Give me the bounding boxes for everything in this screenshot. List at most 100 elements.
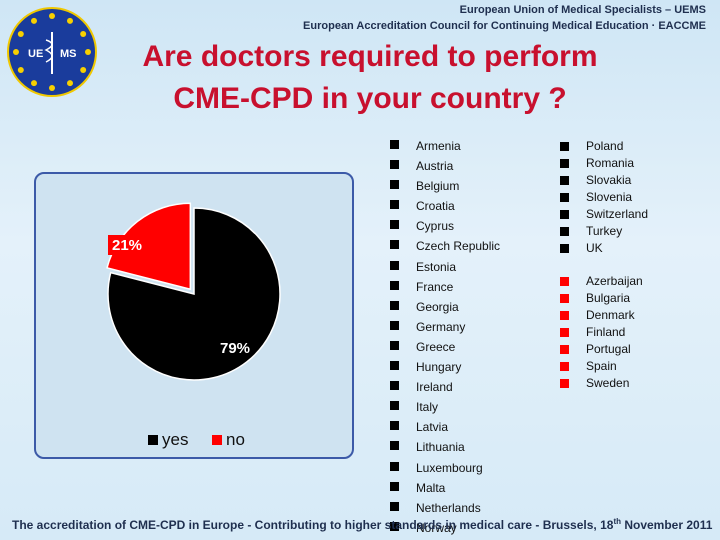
yes-bullet-icon (390, 361, 399, 371)
yes-bullet-icon (390, 421, 399, 431)
yes-bullet-icon (390, 160, 399, 170)
yes-country-name: Switzerland (586, 207, 649, 221)
logo-star-icon (17, 67, 24, 73)
yes-country-name: Slovakia (586, 173, 632, 187)
yes-country: Belgium (390, 176, 500, 196)
yes-country: Estonia (390, 257, 500, 277)
org-name: European Union of Medical Specialists – … (459, 4, 706, 16)
yes-bullet-icon (390, 481, 399, 491)
legend-label-no: no (226, 430, 245, 449)
yes-country: Czech Republic (390, 236, 500, 256)
yes-bullet-icon (390, 340, 399, 350)
yes-country-name: Belgium (416, 179, 460, 194)
yes-country: Ireland (390, 377, 500, 397)
yes-country-name: Czech Republic (416, 239, 501, 254)
no-bullet-icon (560, 277, 569, 286)
yes-bullet-icon (560, 193, 569, 202)
yes-country-name: Romania (586, 156, 635, 170)
council-name: European Accreditation Council for Conti… (303, 20, 706, 32)
yes-bullet-icon (390, 220, 399, 230)
yes-country-name: Austria (416, 159, 454, 174)
yes-bullet-icon (390, 200, 399, 210)
yes-bullet-icon (560, 142, 569, 151)
yes-bullet-icon (390, 140, 399, 149)
logo-star-icon (67, 17, 73, 24)
no-country-name: Azerbaijan (586, 274, 643, 288)
yes-country: Lithuania (390, 437, 500, 457)
logo-star-icon (80, 31, 87, 37)
logo-star-icon (49, 85, 55, 91)
yes-bullet-icon (560, 210, 569, 219)
logo-text-right: MS (60, 48, 77, 60)
yes-country-name: Slovenia (586, 190, 633, 204)
yes-bullet-icon (390, 320, 399, 330)
yes-bullet-icon (390, 240, 399, 250)
no-bullet-icon (560, 362, 569, 371)
yes-country: Luxembourg (390, 458, 500, 478)
yes-country: Malta (390, 478, 500, 498)
yes-countries-list-1: Armenia Austria Belgium Croatia Cyprus Czech … (390, 136, 500, 538)
yes-country-name: Lithuania (416, 440, 465, 455)
yes-country: Germany (390, 317, 500, 337)
yes-country-name: Germany (416, 319, 466, 334)
yes-bullet-icon (390, 401, 399, 411)
logo-star-icon (80, 67, 87, 73)
logo-star-icon (85, 49, 91, 55)
no-country-name: Spain (586, 359, 617, 373)
no-country: Portugal (560, 341, 643, 358)
yes-bullet-icon (390, 280, 399, 290)
no-country: Azerbaijan (560, 273, 643, 290)
legend-swatch-yes (148, 435, 158, 445)
no-bullet-icon (560, 328, 569, 337)
yes-bullet-icon (390, 260, 399, 270)
yes-country: Turkey (560, 223, 648, 240)
yes-country-name: Norway (416, 520, 457, 535)
yes-country-name: Turkey (586, 224, 623, 238)
slide-title-line2: CME-CPD in your country ? (173, 82, 567, 115)
yes-country-name: Hungary (416, 360, 462, 375)
yes-country: Armenia (390, 136, 500, 156)
yes-bullet-icon (390, 461, 399, 471)
legend-label-yes: yes (162, 430, 189, 449)
no-country-name: Denmark (586, 308, 635, 322)
yes-country: Romania (560, 155, 648, 172)
yes-country: Greece (390, 337, 500, 357)
yes-bullet-icon (390, 180, 399, 190)
yes-country: Slovakia (560, 172, 648, 189)
yes-country-name: Luxembourg (416, 460, 483, 475)
yes-country: Cyprus (390, 216, 500, 236)
yes-country-name: Greece (416, 339, 456, 354)
no-country: Denmark (560, 307, 643, 324)
yes-country-name: Estonia (416, 259, 457, 274)
no-country-name: Sweden (586, 376, 630, 390)
yes-country-name: France (416, 279, 454, 294)
logo-star-icon (13, 49, 19, 55)
yes-bullet-icon (390, 300, 399, 310)
yes-country-name: Croatia (416, 199, 455, 214)
legend-item-no: no (212, 430, 245, 450)
yes-bullet-icon (560, 159, 569, 168)
yes-country-name: Netherlands (416, 500, 481, 515)
yes-country-name: Cyprus (416, 219, 455, 234)
yes-country: Switzerland (560, 206, 648, 223)
yes-bullet-icon (390, 501, 399, 511)
chart-area (34, 172, 354, 459)
no-country-name: Bulgaria (586, 291, 631, 305)
logo-star-icon (67, 80, 73, 87)
legend-swatch-no (212, 435, 222, 445)
yes-country-name: Poland (586, 139, 624, 153)
no-bullet-icon (560, 311, 569, 320)
footer: The accreditation of CME-CPD in Europe -… (12, 517, 712, 532)
footer-sup: th (613, 517, 621, 526)
yes-country: Hungary (390, 357, 500, 377)
no-country: Finland (560, 324, 643, 341)
yes-country-name: UK (586, 241, 603, 255)
yes-bullet-icon (560, 176, 569, 185)
yes-country: Italy (390, 397, 500, 417)
slide-title-line1: Are doctors required to perform (142, 40, 598, 73)
yes-country-name: Malta (416, 480, 446, 495)
yes-bullet-icon (390, 441, 399, 451)
yes-country-name: Armenia (416, 139, 461, 153)
no-countries-list: Azerbaijan Bulgaria Denmark Finland Portugal… (560, 273, 643, 392)
no-country: Sweden (560, 375, 643, 392)
